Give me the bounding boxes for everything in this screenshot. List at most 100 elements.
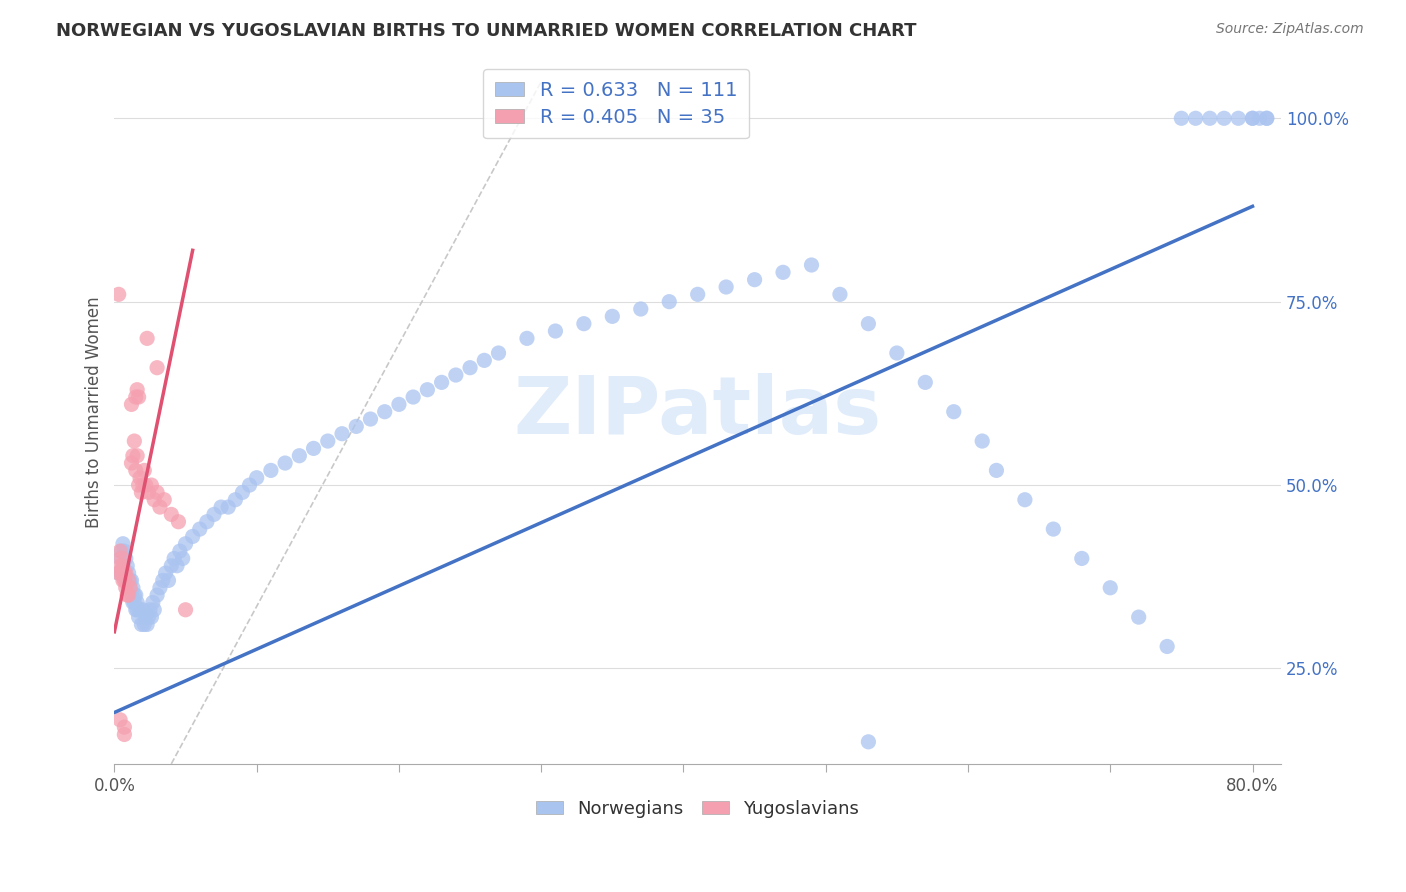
Point	[122, 449, 145, 463]
Point	[135, 478, 157, 492]
Point	[112, 566, 135, 580]
Point	[858, 735, 880, 749]
Point	[143, 492, 166, 507]
Point	[134, 463, 156, 477]
Point	[128, 390, 150, 404]
Point	[110, 566, 132, 580]
Point	[288, 449, 311, 463]
Point	[112, 727, 135, 741]
Point	[744, 273, 766, 287]
Point	[138, 610, 160, 624]
Point	[488, 346, 510, 360]
Point	[127, 595, 149, 609]
Point	[246, 471, 269, 485]
Point	[942, 405, 965, 419]
Point	[122, 595, 145, 609]
Point	[166, 558, 188, 573]
Point	[472, 353, 495, 368]
Point	[111, 574, 134, 588]
Point	[141, 610, 163, 624]
Point	[112, 566, 135, 580]
Point	[112, 720, 135, 734]
Point	[127, 449, 149, 463]
Point	[886, 346, 908, 360]
Point	[114, 551, 136, 566]
Point	[132, 603, 155, 617]
Point	[152, 574, 174, 588]
Point	[544, 324, 567, 338]
Point	[302, 442, 325, 456]
Point	[114, 574, 136, 588]
Point	[134, 617, 156, 632]
Point	[1241, 112, 1264, 126]
Point	[115, 574, 138, 588]
Point	[127, 383, 149, 397]
Point	[260, 463, 283, 477]
Point	[111, 537, 134, 551]
Point	[128, 610, 150, 624]
Point	[402, 390, 425, 404]
Point	[114, 566, 136, 580]
Point	[858, 317, 880, 331]
Point	[138, 485, 160, 500]
Point	[602, 310, 624, 324]
Point	[224, 492, 246, 507]
Point	[122, 581, 145, 595]
Point	[111, 558, 134, 573]
Point	[153, 492, 176, 507]
Point	[146, 360, 169, 375]
Point	[108, 544, 131, 558]
Point	[124, 588, 146, 602]
Point	[146, 588, 169, 602]
Point	[828, 287, 851, 301]
Point	[108, 558, 131, 573]
Point	[572, 317, 595, 331]
Point	[458, 360, 481, 375]
Point	[217, 500, 239, 514]
Point	[274, 456, 297, 470]
Point	[430, 376, 453, 390]
Point	[124, 595, 146, 609]
Point	[124, 434, 146, 448]
Point	[209, 500, 232, 514]
Point	[120, 574, 142, 588]
Point	[117, 588, 139, 602]
Point	[141, 478, 163, 492]
Point	[121, 574, 143, 588]
Point	[800, 258, 823, 272]
Point	[444, 368, 467, 382]
Point	[986, 463, 1008, 477]
Point	[686, 287, 709, 301]
Point	[174, 603, 197, 617]
Point	[972, 434, 994, 448]
Text: NORWEGIAN VS YUGOSLAVIAN BIRTHS TO UNMARRIED WOMEN CORRELATION CHART: NORWEGIAN VS YUGOSLAVIAN BIRTHS TO UNMAR…	[56, 22, 917, 40]
Point	[117, 574, 139, 588]
Y-axis label: Births to Unmarried Women: Births to Unmarried Women	[86, 296, 103, 527]
Point	[132, 478, 155, 492]
Point	[120, 581, 142, 595]
Point	[330, 426, 353, 441]
Point	[1099, 581, 1122, 595]
Point	[238, 478, 260, 492]
Point	[1156, 640, 1178, 654]
Point	[135, 610, 157, 624]
Legend: Norwegians, Yugoslavians: Norwegians, Yugoslavians	[529, 793, 866, 825]
Point	[195, 515, 218, 529]
Point	[139, 603, 162, 617]
Point	[388, 397, 411, 411]
Point	[1198, 112, 1220, 126]
Point	[1070, 551, 1092, 566]
Point	[129, 603, 152, 617]
Point	[157, 574, 180, 588]
Point	[125, 390, 148, 404]
Point	[174, 537, 197, 551]
Point	[136, 617, 159, 632]
Point	[127, 603, 149, 617]
Point	[114, 581, 136, 595]
Point	[658, 294, 681, 309]
Point	[202, 508, 225, 522]
Point	[1249, 112, 1271, 126]
Point	[115, 558, 138, 573]
Point	[107, 287, 129, 301]
Point	[416, 383, 439, 397]
